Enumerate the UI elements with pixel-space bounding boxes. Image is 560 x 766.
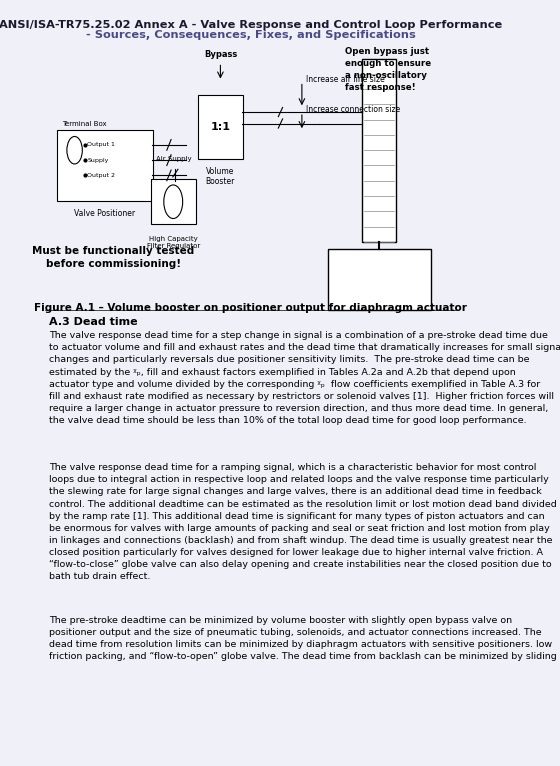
Text: Increase air line size: Increase air line size [306,75,385,83]
FancyBboxPatch shape [151,179,195,224]
Text: Air Supply: Air Supply [156,155,192,162]
Text: Supply: Supply [87,158,109,162]
Text: The valve response dead time for a ramping signal, which is a characteristic beh: The valve response dead time for a rampi… [49,463,557,581]
Text: Figure A.1 – Volume booster on positioner output for diaphragm actuator: Figure A.1 – Volume booster on positione… [34,303,467,313]
Text: Must be functionally tested
before commissioning!: Must be functionally tested before commi… [32,246,194,269]
Text: High Capacity
Filter Regulator: High Capacity Filter Regulator [147,237,200,250]
FancyBboxPatch shape [57,129,153,201]
Text: The pre-stroke deadtime can be minimized by volume booster with slightly open by: The pre-stroke deadtime can be minimized… [49,616,557,661]
Text: - Sources, Consequences, Fixes, and Specifications: - Sources, Consequences, Fixes, and Spec… [86,30,416,40]
Text: Terminal Box: Terminal Box [62,121,106,127]
Text: A.3 Dead time: A.3 Dead time [49,316,138,326]
Text: 1:1: 1:1 [211,123,230,133]
Text: ANSI/ISA-TR75.25.02 Annex A - Valve Response and Control Loop Performance: ANSI/ISA-TR75.25.02 Annex A - Valve Resp… [0,21,502,31]
Text: Valve Positioner: Valve Positioner [74,209,135,218]
Text: Output 2: Output 2 [87,173,115,178]
FancyBboxPatch shape [362,59,396,242]
Text: Bypass: Bypass [204,50,237,59]
Text: Increase connection size: Increase connection size [306,105,400,114]
FancyBboxPatch shape [328,250,431,310]
Text: Volume
Booster: Volume Booster [206,167,235,186]
Text: Output 1: Output 1 [87,142,115,147]
Text: Open bypass just
enough to ensure
a non-oscillatory
fast response!: Open bypass just enough to ensure a non-… [345,47,431,92]
Text: The valve response dead time for a step change in signal is a combination of a p: The valve response dead time for a step … [49,331,560,425]
FancyBboxPatch shape [198,95,242,159]
